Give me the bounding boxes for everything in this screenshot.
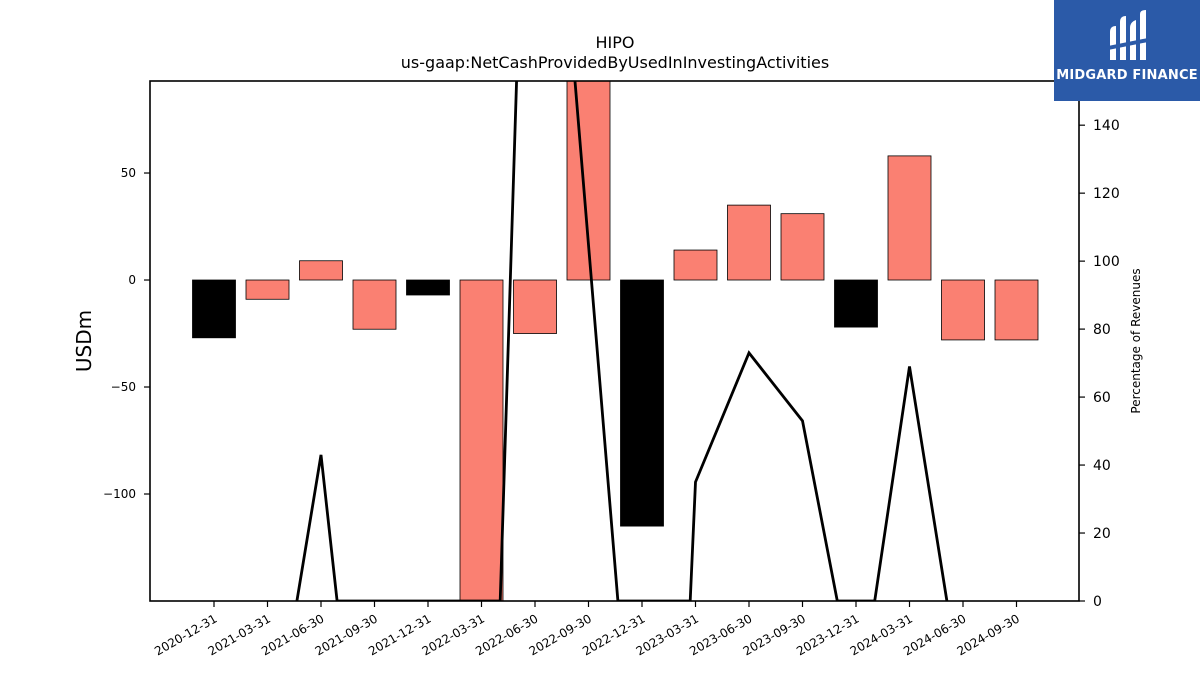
y2-tick-label: 0 [1093, 594, 1102, 610]
y-tick-label: 0 [128, 273, 136, 287]
y2-tick-label: 140 [1093, 118, 1120, 134]
bar-2022-03-31 [459, 279, 504, 601]
chart-subtitle: us-gaap:NetCashProvidedByUsedInInvesting… [401, 53, 829, 72]
y2-tick-label: 40 [1093, 458, 1111, 474]
bar-2024-09-30 [994, 279, 1039, 341]
bar-2023-03-31 [673, 249, 718, 281]
y2-tick-label: 120 [1093, 186, 1120, 202]
y2-tick-label: 80 [1093, 322, 1111, 338]
logo-text: MIDGARD FINANCE [1056, 68, 1198, 83]
bar-2023-12-31 [834, 279, 878, 328]
midgard-logo-icon [1108, 10, 1148, 60]
y2-tick-label: 60 [1093, 390, 1111, 406]
bar-2021-12-31 [406, 279, 450, 296]
bar-2021-03-31 [245, 279, 290, 300]
bar-2021-09-30 [352, 279, 397, 330]
bar-2024-03-31 [887, 155, 932, 281]
y2-axis-label: Percentage of Revenues [1129, 268, 1143, 413]
bar-2022-06-30 [513, 279, 557, 334]
plot-frame [149, 80, 1080, 602]
bar-2024-06-30 [941, 279, 985, 341]
bar-2022-12-31 [620, 279, 664, 527]
y-axis-label: USDm [72, 310, 96, 372]
y-tick-label: 50 [121, 166, 136, 180]
bar-2023-09-30 [780, 213, 825, 281]
bar-2020-12-31 [192, 279, 236, 339]
y2-tick-label: 20 [1093, 526, 1111, 542]
y-tick-label: −50 [111, 380, 136, 394]
bar-2023-06-30 [727, 204, 771, 281]
y-tick-label: −100 [103, 487, 136, 501]
bar-2021-06-30 [299, 260, 343, 281]
brand-logo: MIDGARD FINANCE [1054, 0, 1200, 101]
y2-tick-label: 100 [1093, 254, 1120, 270]
chart-title: HIPO [596, 33, 635, 52]
